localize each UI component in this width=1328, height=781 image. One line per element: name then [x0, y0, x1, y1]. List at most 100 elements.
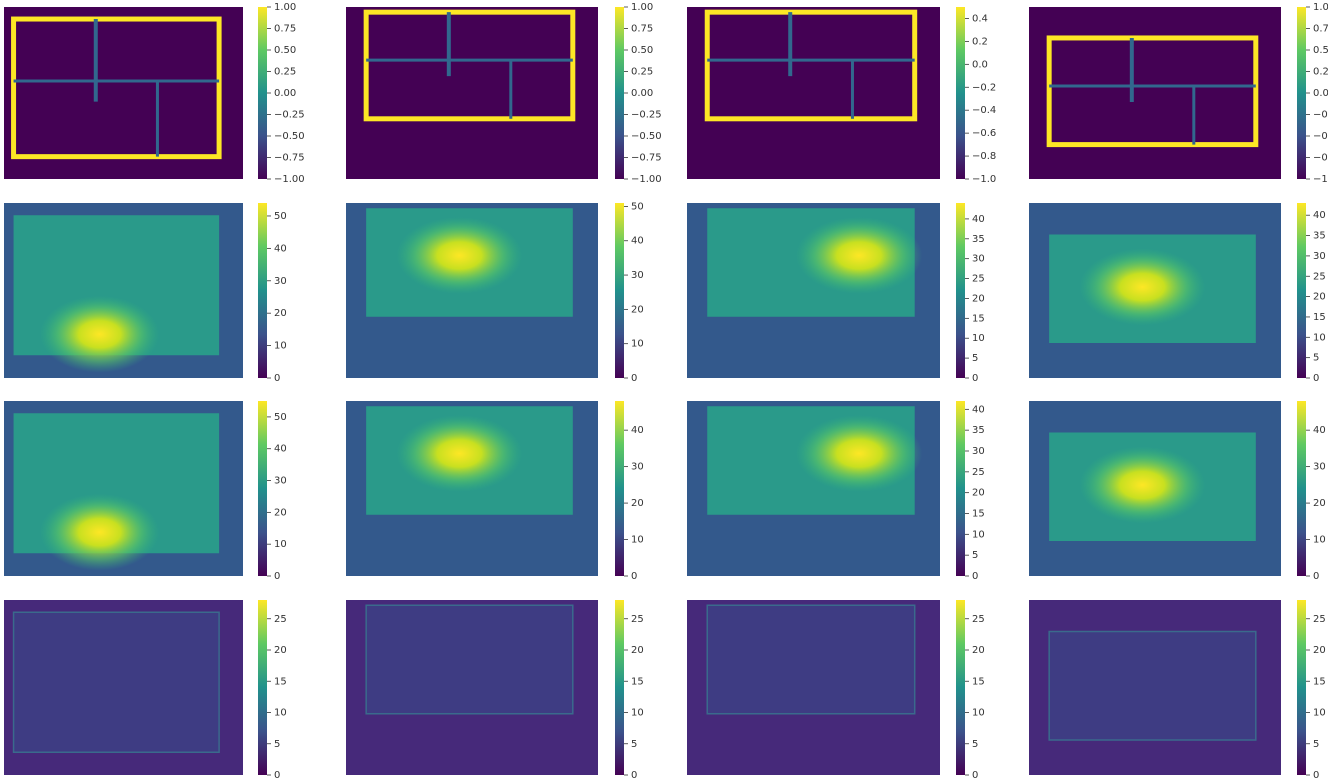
colorbar-tick-label: 25	[631, 614, 644, 625]
colorbar-tick-label: 30	[274, 276, 287, 287]
heatmap-image	[1029, 7, 1281, 179]
colorbar	[956, 203, 965, 378]
colorbar-tick-label: 0	[972, 770, 978, 781]
colorbar-tick-label: 40	[1313, 425, 1326, 436]
colorbar-tick-label: 5	[972, 550, 978, 561]
colorbar-tick-label: −0.75	[631, 153, 662, 164]
colorbar-tick-label: 0	[631, 373, 637, 384]
colorbar-tick-label: 35	[972, 234, 985, 245]
colorbar-tick-label: −0.8	[972, 151, 996, 162]
colorbar	[615, 203, 624, 378]
colorbar-tick-label: 0	[1313, 571, 1319, 582]
colorbar-tick-label: 40	[631, 236, 644, 247]
colorbar-tick-label: −1.0	[972, 174, 996, 185]
colorbar	[956, 401, 965, 576]
colorbar-tick-label: 30	[972, 446, 985, 457]
colorbar-tick-label: 5	[631, 739, 637, 750]
colorbar-tick-label: 0.75	[1313, 24, 1328, 35]
colorbar-tick-label: 20	[274, 645, 287, 656]
colorbar-tick-label: 20	[631, 498, 644, 509]
colorbar-tick-label: 0.25	[274, 67, 296, 78]
colorbar-tick-label: −0.75	[1313, 153, 1328, 164]
colorbar-tick-label: 5	[1313, 353, 1319, 364]
colorbar-tick-label: 0.25	[1313, 67, 1328, 78]
colorbar	[1297, 203, 1306, 378]
colorbar-tick-label: 1.00	[274, 2, 296, 13]
colorbar-tick-label: 50	[274, 211, 287, 222]
colorbar-tick-label: 25	[972, 274, 985, 285]
hotspot	[1079, 249, 1205, 326]
building	[1049, 632, 1256, 741]
colorbar-tick-label: 35	[972, 425, 985, 436]
colorbar-tick-label: 0	[274, 770, 280, 781]
colorbar-tick-label: 40	[274, 243, 287, 254]
colorbar-tick-label: 15	[631, 676, 644, 687]
colorbar-tick-label: 0	[1313, 373, 1319, 384]
colorbar-tick-label: 0.25	[631, 67, 653, 78]
colorbar-tick-label: 25	[1313, 614, 1326, 625]
colorbar-tick-label: 40	[972, 404, 985, 415]
colorbar-tick-label: 10	[972, 529, 985, 540]
colorbar-tick-label: 15	[1313, 676, 1326, 687]
colorbar-tick-label: 35	[1313, 231, 1326, 242]
colorbar-tick-label: 5	[1313, 739, 1319, 750]
colorbar-tick-label: 10	[631, 535, 644, 546]
building	[707, 605, 914, 714]
hotspot	[40, 494, 160, 571]
colorbar-tick-label: 0	[631, 571, 637, 582]
colorbar-tick-label: 0.2	[972, 36, 988, 47]
colorbar	[1297, 7, 1306, 179]
colorbar-tick-label: 50	[274, 412, 287, 423]
colorbar	[258, 203, 267, 378]
colorbar-tick-label: 20	[1313, 292, 1326, 303]
colorbar-tick-label: 15	[972, 313, 985, 324]
colorbar-tick-label: −0.6	[972, 128, 996, 139]
figure: −1.00−0.75−0.50−0.250.000.250.500.751.00…	[0, 0, 1328, 781]
colorbar-tick-label: 0.00	[631, 88, 653, 99]
colorbar-tick-label: 15	[972, 676, 985, 687]
colorbar-tick-label: 30	[274, 476, 287, 487]
colorbar-tick-label: 10	[631, 708, 644, 719]
colorbar-tick-label: 0	[274, 571, 280, 582]
colorbar-tick-label: 20	[631, 304, 644, 315]
hotspot	[396, 217, 522, 294]
colorbar-tick-label: 0.4	[972, 13, 988, 24]
colorbar-tick-label: 0.75	[274, 24, 296, 35]
colorbar-tick-label: 0.50	[1313, 45, 1328, 56]
colorbar-tick-label: 40	[274, 444, 287, 455]
colorbar-tick-label: 20	[631, 645, 644, 656]
colorbar-tick-label: −1.00	[1313, 174, 1328, 185]
colorbar-tick-label: 0.75	[631, 24, 653, 35]
colorbar-tick-label: 0	[631, 770, 637, 781]
colorbar-tick-label: −0.25	[274, 110, 305, 121]
hotspot	[1079, 447, 1205, 524]
colorbar-tick-label: 10	[1313, 535, 1326, 546]
colorbar-tick-label: −0.50	[274, 131, 305, 142]
colorbar	[956, 600, 965, 775]
colorbar-tick-label: 40	[1313, 210, 1326, 221]
hotspot	[396, 415, 522, 492]
colorbar-tick-label: 25	[972, 614, 985, 625]
colorbar-tick-label: 5	[274, 739, 280, 750]
colorbar-tick-label: −0.75	[274, 153, 305, 164]
colorbar-tick-label: 10	[1313, 708, 1326, 719]
colorbar-tick-label: 30	[631, 270, 644, 281]
colorbar	[258, 401, 267, 576]
colorbar	[1297, 401, 1306, 576]
colorbar-tick-label: 10	[972, 708, 985, 719]
colorbar-tick-label: 0.00	[274, 88, 296, 99]
colorbar-tick-label: −0.50	[631, 131, 662, 142]
colorbar-tick-label: 20	[274, 507, 287, 518]
colorbar-tick-label: 5	[972, 353, 978, 364]
hotspot	[796, 217, 923, 294]
colorbar-tick-label: −1.00	[631, 174, 662, 185]
hotspot	[796, 415, 923, 492]
colorbar-tick-label: 30	[1313, 462, 1326, 473]
colorbar-tick-label: 10	[274, 539, 287, 550]
colorbar-tick-label: 0.00	[1313, 88, 1328, 99]
heatmap-image	[4, 7, 243, 179]
colorbar-tick-label: 40	[972, 214, 985, 225]
colorbar-tick-label: 0	[972, 373, 978, 384]
colorbar	[615, 7, 624, 179]
colorbar-tick-label: 10	[274, 341, 287, 352]
